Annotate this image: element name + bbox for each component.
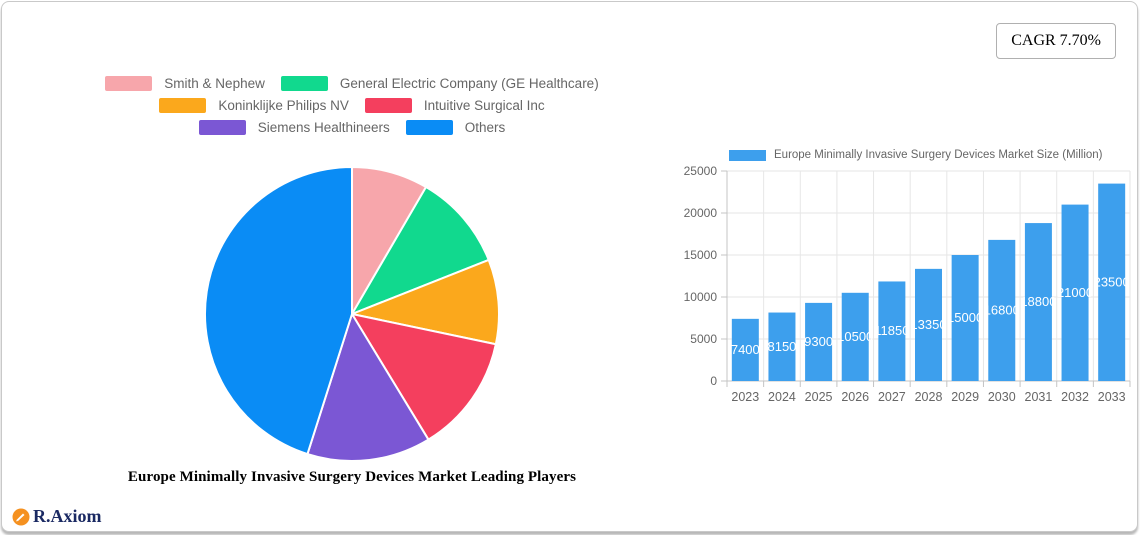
legend-swatch-icon [159,98,207,113]
bar-value-label: 10500 [837,329,873,344]
legend-item-general-electric-company-ge-healthcare[interactable]: General Electric Company (GE Healthcare) [280,76,599,91]
y-tick-label: 10000 [684,290,718,304]
bar-value-label: 16800 [984,302,1020,317]
bar-legend-swatch-icon [729,149,766,161]
x-tick-label: 2026 [841,390,869,404]
bar-2027[interactable] [878,281,906,381]
y-tick-label: 0 [710,374,717,388]
bar-value-label: 8150 [767,339,796,354]
bar-value-label: 13350 [910,317,946,332]
bar-2031[interactable] [1024,223,1052,381]
pie-chart-title: Europe Minimally Invasive Surgery Device… [127,469,577,485]
pie-slice-intuitive-surgical-inc[interactable] [351,313,497,441]
bar-chart-legend[interactable]: Europe Minimally Invasive Surgery Device… [729,149,1103,161]
x-tick-label: 2033 [1098,390,1126,404]
bar-value-label: 18800 [1020,294,1056,309]
bar-value-label: 15000 [947,310,983,325]
legend-label: General Electric Company (GE Healthcare) [339,76,599,91]
bar-2024[interactable] [768,312,796,381]
bar-value-label: 21000 [1057,285,1093,300]
bar-2029[interactable] [951,255,979,381]
pie-legend: Smith & Nephew General Electric Company (… [2,76,702,135]
bar-value-label: 7400 [731,342,760,357]
legend-swatch-icon [105,76,153,91]
legend-item-smith-nephew[interactable]: Smith & Nephew [105,76,265,91]
bar-2025[interactable] [805,302,833,381]
brand-text: R.Axiom [33,506,102,526]
x-tick-label: 2028 [915,390,943,404]
legend-item-koninklijke-philips-nv[interactable]: Koninklijke Philips NV [159,98,349,113]
bar-legend-label: Europe Minimally Invasive Surgery Device… [774,149,1103,161]
pie-slice-others[interactable] [204,166,353,456]
legend-label: Koninklijke Philips NV [218,98,349,113]
y-tick-label: 20000 [684,206,718,220]
pie-slice-general-electric-company-ge-healthcare[interactable] [351,186,490,315]
bar-2033[interactable] [1098,183,1126,381]
legend-label: Smith & Nephew [164,76,265,91]
x-tick-label: 2030 [988,390,1016,404]
legend-label: Others [464,120,506,135]
legend-swatch-icon [198,120,246,135]
brand-circle-pen-icon [12,508,30,525]
x-tick-label: 2023 [731,390,759,404]
bar-2028[interactable] [915,268,942,381]
x-tick-label: 2027 [878,390,906,404]
bar-2032[interactable] [1061,204,1089,381]
bar-value-label: 11850 [874,323,909,338]
x-tick-label: 2031 [1025,390,1053,404]
legend-item-intuitive-surgical-inc[interactable]: Intuitive Surgical Inc [364,98,545,113]
x-tick-label: 2032 [1061,390,1089,404]
bar-2023[interactable] [731,318,759,381]
x-tick-label: 2029 [951,390,979,404]
legend-label: Siemens Healthineers [257,120,390,135]
bar-2030[interactable] [988,239,1016,381]
pie-chart [204,166,500,462]
legend-swatch-icon [405,120,453,135]
legend-item-others[interactable]: Others [405,120,506,135]
legend-swatch-icon [280,76,328,91]
legend-label: Intuitive Surgical Inc [423,98,545,113]
legend-swatch-icon [364,98,412,113]
brand-logo[interactable]: R.Axiom [12,506,102,527]
y-tick-label: 25000 [684,164,718,178]
bar-2026[interactable] [841,292,869,381]
cagr-badge: CAGR 7.70% [996,23,1116,59]
x-tick-label: 2025 [805,390,833,404]
legend-item-siemens-healthineers[interactable]: Siemens Healthineers [198,120,390,135]
bar-value-label: 23500 [1094,274,1130,289]
y-tick-label: 15000 [684,248,718,262]
bar-chart: 0 5000 10000 15000 20000 25000 7400 2023 8150 202… [684,164,1131,404]
y-tick-label: 5000 [690,332,717,346]
bar-value-label: 9300 [804,334,833,349]
pie-slice-koninklijke-philips-nv[interactable] [351,258,500,346]
pie-slice-siemens-healthineers[interactable] [306,313,430,462]
x-tick-label: 2024 [768,390,796,404]
